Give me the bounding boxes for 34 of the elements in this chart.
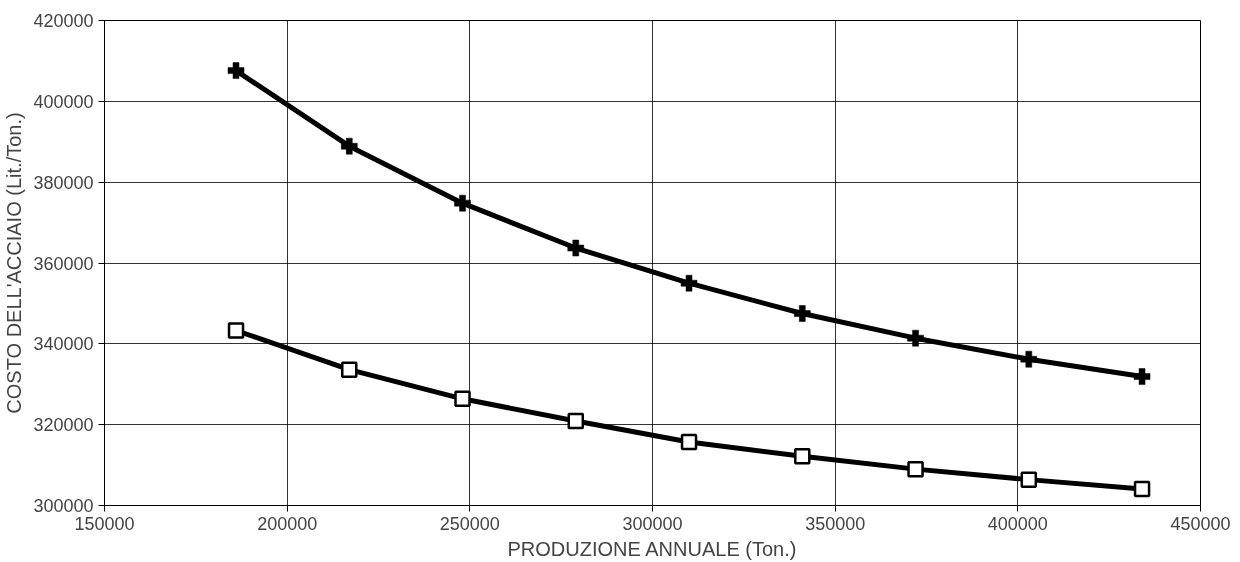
point [1133, 480, 1151, 498]
point [454, 194, 471, 212]
point [227, 62, 245, 79]
y-tick-label: 300000 [33, 496, 94, 516]
point [567, 412, 585, 430]
y-tick-label: 340000 [33, 334, 94, 355]
point [794, 447, 811, 465]
point [454, 390, 471, 408]
point [341, 361, 358, 378]
x-tick-label: 300000 [622, 513, 683, 534]
y-tick-label: 420000 [33, 11, 94, 31]
point [227, 322, 245, 339]
x-axis-title: PRODUZIONE ANNUALE (Ton.) [507, 537, 797, 560]
x-tick-label: 350000 [805, 513, 866, 534]
point [907, 460, 924, 478]
point [907, 329, 924, 347]
point [1020, 350, 1038, 368]
x-tick-label: 200000 [257, 513, 318, 534]
y-tick-label: 400000 [33, 91, 94, 112]
x-tick-label: 450000 [1170, 513, 1231, 534]
point [680, 274, 698, 292]
y-tick-label: 380000 [33, 172, 94, 193]
y-tick-label: 320000 [33, 415, 94, 436]
x-tick-label: 250000 [439, 513, 500, 534]
y-tick-label: 360000 [33, 253, 94, 274]
x-tick-label: 400000 [987, 513, 1048, 534]
point [794, 305, 811, 322]
point [1133, 368, 1151, 385]
x-tick-label: 150000 [74, 513, 135, 534]
point [1020, 471, 1038, 488]
point [567, 239, 585, 257]
point [680, 433, 698, 451]
point [341, 137, 358, 155]
y-axis-title: COSTO DELL'ACCIAIO (Lit./Ton.) [3, 112, 26, 414]
